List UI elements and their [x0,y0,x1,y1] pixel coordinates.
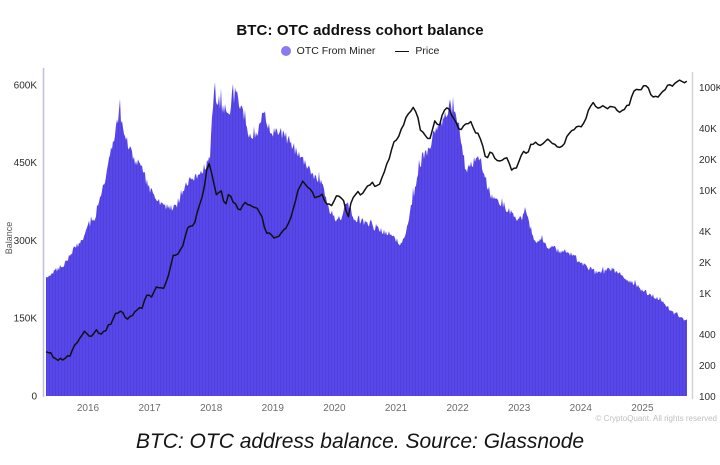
legend-line-icon [395,50,410,52]
axes-layer [42,68,694,399]
otc-area-texture [46,82,687,396]
right-axis-tick-label: 100K [699,83,720,94]
legend-dot-icon [280,46,291,56]
left-axis-tick-label: 0 [31,392,37,403]
x-axis-tick-label: 2016 [77,403,100,414]
legend-item-price[interactable]: Price [395,45,439,57]
chart-legend: OTC From Miner Price [0,45,720,57]
price-line-series [45,79,688,362]
chart-title: BTC: OTC address cohort balance [236,22,484,39]
x-axis-tick-label: 2023 [508,403,531,414]
caption: BTC: OTC address balance. Source: Glassn… [135,430,585,453]
right-axis-tick-label: 10K [699,186,717,197]
x-axis-tick-label: 2022 [446,403,469,414]
right-axis-tick-label: 200 [699,361,716,372]
left-axis-tick-label: 150K [14,314,38,325]
right-axis-tick-label: 1K [699,289,712,300]
labels-layer: 600K 450K 300K 150K 0 100K 40K 20K 10K 4K 2K 1K 400 2… [4,80,720,414]
legend-item-otc-from-miner[interactable]: OTC From Miner [280,45,376,57]
x-axis-tick-label: 2024 [570,403,593,414]
watermark: © CryptoQuant. All rights reserved [595,414,718,423]
right-axis-tick-label: 4K [699,227,712,238]
x-axis-tick-label: 2020 [323,403,346,414]
right-axis-tick-label: 100 [699,392,716,403]
left-axis-tick-label: 300K [14,236,38,247]
right-axis-tick-label: 2K [699,258,712,269]
right-axis-tick-label: 20K [699,155,717,166]
left-axis-tick-label: 600K [14,80,38,91]
legend-label-otc-from-miner: OTC From Miner [296,45,376,57]
x-axis-tick-label: 2025 [631,403,654,414]
series-layer [45,79,688,396]
x-axis-tick-label: 2021 [385,403,408,414]
x-axis-tick-label: 2018 [200,403,223,414]
legend-label-price: Price [415,45,440,57]
left-axis-tick-label: 450K [14,158,38,169]
chart-plot: 600K 450K 300K 150K 0 100K 40K 20K 10K 4K 2K 1K 400 2… [4,68,720,414]
x-axis-tick-label: 2019 [262,403,285,414]
right-axis-tick-label: 400 [699,330,716,341]
x-axis-tick-label: 2017 [138,403,161,414]
left-axis-title: Balance [4,222,14,255]
right-axis-tick-label: 40K [699,124,717,135]
